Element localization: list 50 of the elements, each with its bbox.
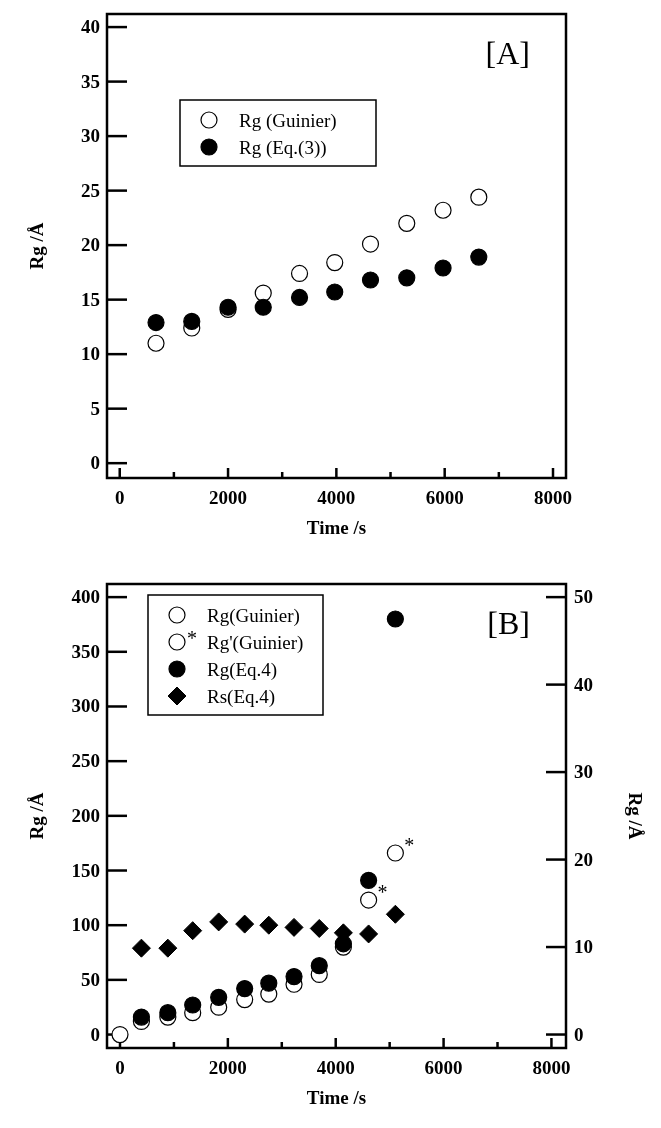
legend-label: Rg (Eq.(3)) <box>239 137 327 159</box>
y-tick-label: 10 <box>81 343 100 365</box>
x-tick-label: 8000 <box>534 487 572 508</box>
annotation: [B] <box>487 605 530 641</box>
legend-label: Rg (Guinier) <box>239 110 337 132</box>
y2-tick-label: 10 <box>574 936 593 958</box>
x-tick-label: 4000 <box>317 487 356 508</box>
x-tick-label: 2000 <box>209 487 248 508</box>
annotation: [A] <box>485 35 530 71</box>
legend-label: Rs(Eq.4) <box>207 686 276 708</box>
y-tick-label: 100 <box>71 914 100 936</box>
y2-tick-label: 50 <box>574 586 593 608</box>
x-tick-label: 6000 <box>424 1057 463 1078</box>
y-tick-label: 300 <box>71 695 100 717</box>
x-axis-title: Time /s <box>306 1087 367 1108</box>
y-tick-label: 50 <box>81 968 100 990</box>
y2-tick-label: 30 <box>574 761 593 783</box>
annotation: * <box>404 834 415 857</box>
y-tick-label: 35 <box>81 70 100 92</box>
y-tick-label: 25 <box>81 179 100 201</box>
y2-tick-label: 0 <box>574 1023 584 1045</box>
y-tick-label: 0 <box>90 1023 100 1045</box>
y-tick-label: 250 <box>71 750 100 772</box>
x-tick-label: 0 <box>115 1057 125 1078</box>
x-tick-label: 6000 <box>425 487 464 508</box>
y-axis-title: Rg /Å <box>26 222 47 270</box>
legend-label: Rg(Eq.4) <box>207 659 278 681</box>
legend-label: Rg(Guinier) <box>207 605 300 627</box>
y-tick-label: 200 <box>71 804 100 826</box>
y-tick-label: 400 <box>71 586 100 608</box>
legend-label: Rg'(Guinier) <box>207 632 304 654</box>
x-tick-label: 0 <box>114 487 125 508</box>
y2-tick-label: 40 <box>574 673 593 695</box>
y-tick-label: 15 <box>81 288 100 310</box>
y-tick-label: 5 <box>90 397 100 419</box>
y-tick-label: 350 <box>71 640 100 662</box>
x-axis-title: Time /s <box>306 517 367 538</box>
y-tick-label: 20 <box>81 234 100 256</box>
y-tick-label: 40 <box>81 16 100 38</box>
annotation: * <box>377 881 388 904</box>
y2-tick-label: 20 <box>574 848 593 870</box>
y-tick-label: 0 <box>90 452 100 474</box>
y2-axis-title: Rg /Å <box>625 792 646 840</box>
y-axis-title: Rg /Å <box>26 792 47 840</box>
x-tick-label: 4000 <box>316 1057 355 1078</box>
text: * <box>187 627 197 649</box>
x-tick-label: 2000 <box>208 1057 247 1078</box>
y-tick-label: 150 <box>71 859 100 881</box>
x-tick-label: 8000 <box>532 1057 571 1078</box>
y-tick-label: 30 <box>81 125 100 147</box>
